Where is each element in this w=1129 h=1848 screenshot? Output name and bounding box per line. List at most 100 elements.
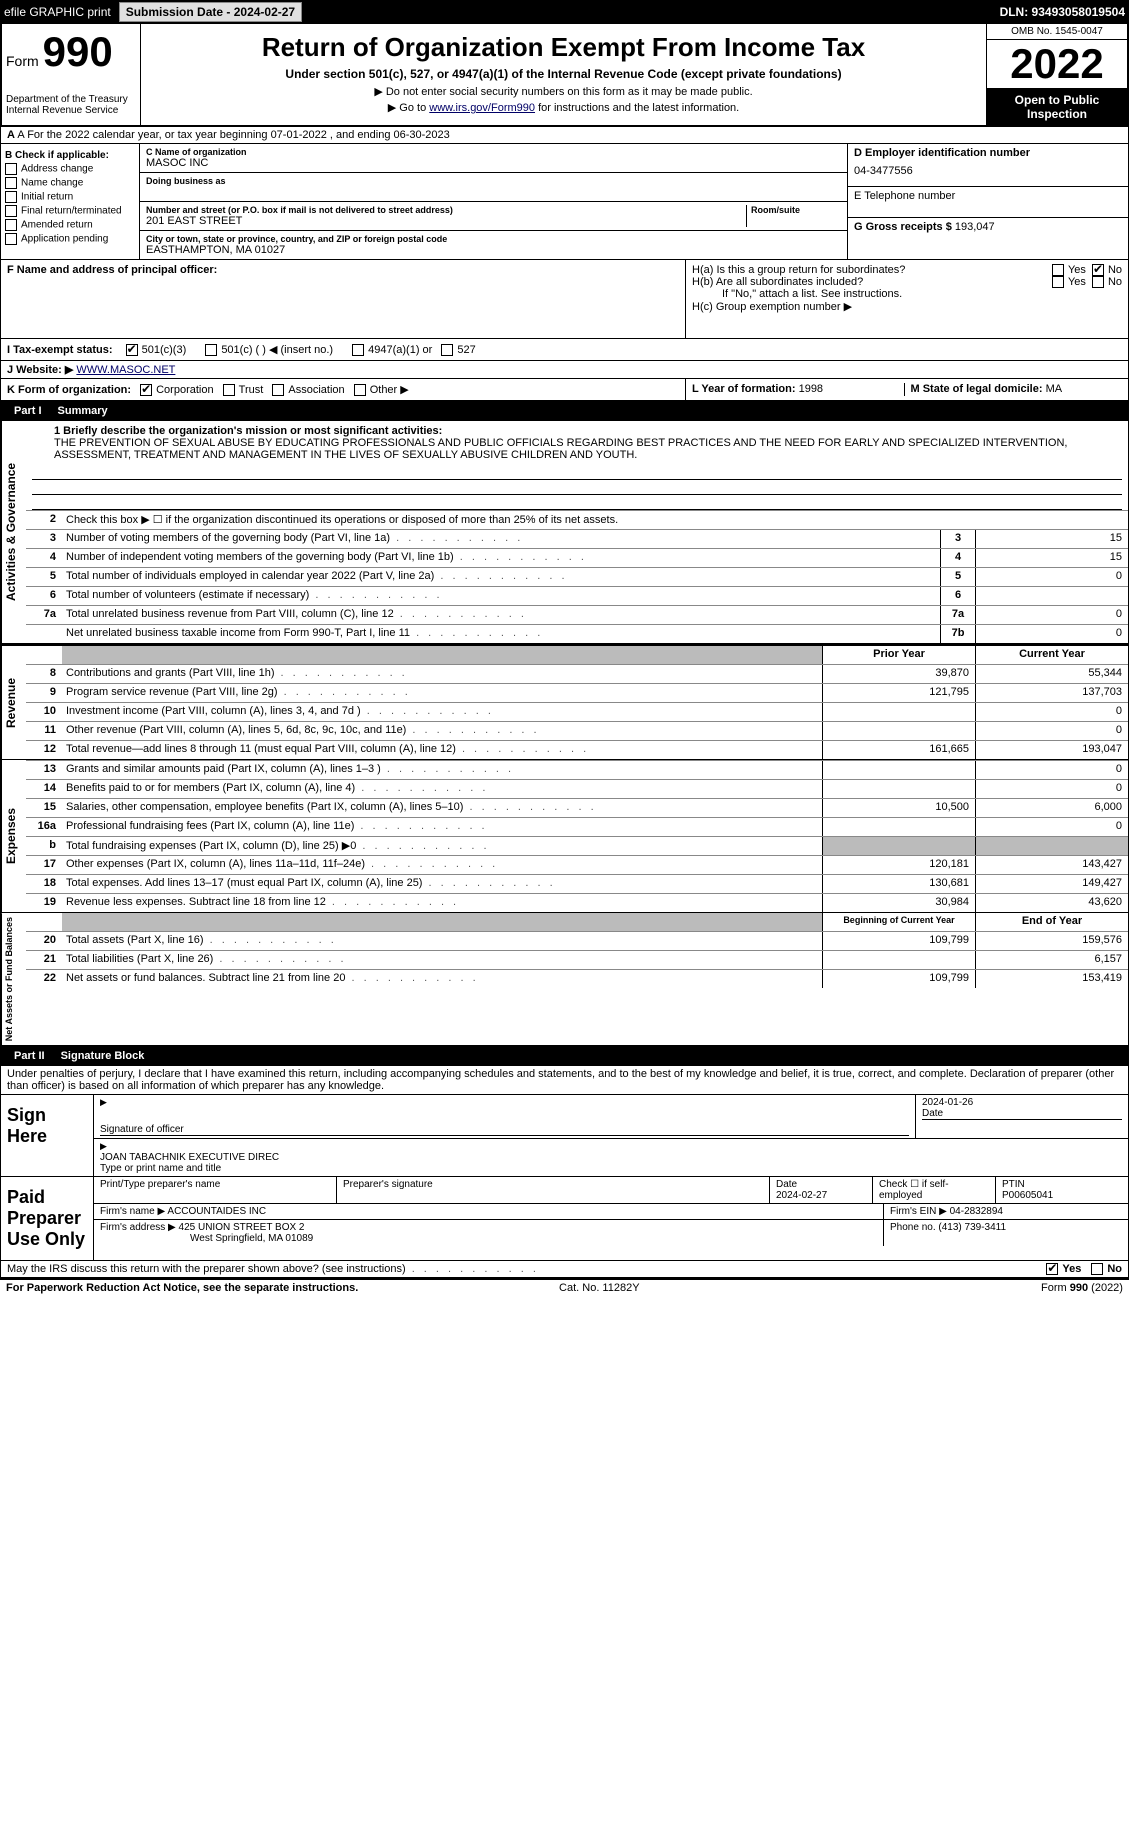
line-text: Total revenue—add lines 8 through 11 (mu… — [62, 741, 822, 759]
line-text: Investment income (Part VIII, column (A)… — [62, 703, 822, 721]
current-year-val: 0 — [975, 761, 1128, 779]
mission-text: THE PREVENTION OF SEXUAL ABUSE BY EDUCAT… — [54, 437, 1100, 461]
line2-text: Check this box ▶ ☐ if the organization d… — [62, 511, 1128, 529]
discuss-no[interactable] — [1091, 1263, 1103, 1275]
preparer-name-hdr: Print/Type preparer's name — [94, 1177, 337, 1203]
sign-here-block: Sign Here Signature of officer 2024-01-2… — [0, 1095, 1129, 1177]
h-b-note: If "No," attach a list. See instructions… — [692, 288, 1122, 300]
line-text: Total unrelated business revenue from Pa… — [62, 606, 940, 624]
year-formation: 1998 — [799, 383, 823, 395]
sec-netassets: Net Assets or Fund Balances Beginning of… — [0, 913, 1129, 1046]
org-name: MASOC INC — [146, 157, 841, 169]
chk-4947[interactable] — [352, 344, 364, 356]
goto-link[interactable]: ▶ Go to www.irs.gov/Form990 for instruct… — [149, 101, 978, 114]
prior-year-val — [822, 837, 975, 855]
line-value: 15 — [975, 530, 1128, 548]
sign-here-label: Sign Here — [1, 1095, 94, 1176]
prior-year-val: 30,984 — [822, 894, 975, 912]
line1-label: 1 Briefly describe the organization's mi… — [54, 425, 442, 437]
firm-addr2: West Springfield, MA 01089 — [190, 1233, 313, 1244]
submission-date-button[interactable]: Submission Date - 2024-02-27 — [119, 2, 302, 22]
hb-yes[interactable] — [1052, 276, 1064, 288]
pra-notice: For Paperwork Reduction Act Notice, see … — [6, 1282, 358, 1294]
hb-no[interactable] — [1092, 276, 1104, 288]
prior-year-val: 10,500 — [822, 799, 975, 817]
paid-preparer-block: Paid Preparer Use Only Print/Type prepar… — [0, 1177, 1129, 1261]
sig-officer-label: Signature of officer — [100, 1124, 909, 1136]
line-value: 15 — [975, 549, 1128, 567]
prior-year-val: 161,665 — [822, 741, 975, 759]
self-employed-chk[interactable]: Check ☐ if self-employed — [873, 1177, 996, 1203]
chk-trust[interactable] — [223, 384, 235, 396]
h-a-label: H(a) Is this a group return for subordin… — [692, 264, 1052, 276]
prior-year-val — [822, 722, 975, 740]
checkbox-initial-return[interactable] — [5, 191, 17, 203]
line-text: Other revenue (Part VIII, column (A), li… — [62, 722, 822, 740]
line-text: Grants and similar amounts paid (Part IX… — [62, 761, 822, 779]
form-header: Form 990 Department of the Treasury Inte… — [0, 24, 1129, 127]
current-year-val: 159,576 — [975, 932, 1128, 950]
current-year-val: 153,419 — [975, 970, 1128, 988]
line-box: 6 — [940, 587, 975, 605]
efile-topbar: efile GRAPHIC print Submission Date - 20… — [0, 0, 1129, 24]
checkbox-amended[interactable] — [5, 219, 17, 231]
chk-501c3[interactable] — [126, 344, 138, 356]
line-box: 7a — [940, 606, 975, 624]
current-year-val: 6,157 — [975, 951, 1128, 969]
line-text: Net unrelated business taxable income fr… — [62, 625, 940, 643]
checkbox-app-pending[interactable] — [5, 233, 17, 245]
dept-label: Department of the Treasury Internal Reve… — [6, 94, 136, 116]
line-text: Benefits paid to or for members (Part IX… — [62, 780, 822, 798]
ha-no[interactable] — [1092, 264, 1104, 276]
sec-expenses: Expenses 13Grants and similar amounts pa… — [0, 760, 1129, 913]
current-year-val: 193,047 — [975, 741, 1128, 759]
chk-corp[interactable] — [140, 384, 152, 396]
current-year-val: 0 — [975, 703, 1128, 721]
state-domicile: MA — [1046, 383, 1063, 395]
firm-phone: (413) 739-3411 — [938, 1222, 1006, 1233]
line-text: Number of voting members of the governin… — [62, 530, 940, 548]
current-year-val: 0 — [975, 818, 1128, 836]
checkbox-name-change[interactable] — [5, 177, 17, 189]
city-state-zip: EASTHAMPTON, MA 01027 — [146, 244, 841, 256]
checkbox-final-return[interactable] — [5, 205, 17, 217]
chk-other[interactable] — [354, 384, 366, 396]
prior-year-val — [822, 703, 975, 721]
line-text: Total number of volunteers (estimate if … — [62, 587, 940, 605]
chk-assoc[interactable] — [272, 384, 284, 396]
col-b-checkboxes: B Check if applicable: Address change Na… — [1, 144, 140, 259]
prior-year-val — [822, 818, 975, 836]
prior-year-val: 120,181 — [822, 856, 975, 874]
col-c-org-info: C Name of organization MASOC INC Doing b… — [140, 144, 847, 259]
discuss-yes[interactable] — [1046, 1263, 1058, 1275]
current-year-val: 6,000 — [975, 799, 1128, 817]
current-year-val: 55,344 — [975, 665, 1128, 683]
line-text: Salaries, other compensation, employee b… — [62, 799, 822, 817]
col-prior-year: Prior Year — [822, 646, 975, 664]
line-text: Other expenses (Part IX, column (A), lin… — [62, 856, 822, 874]
chk-501c[interactable] — [205, 344, 217, 356]
gross-receipts: 193,047 — [955, 221, 995, 233]
current-year-val — [975, 837, 1128, 855]
side-label-governance: Activities & Governance — [1, 421, 26, 643]
website-link[interactable]: WWW.MASOC.NET — [76, 364, 175, 376]
cat-number: Cat. No. 11282Y — [559, 1282, 640, 1294]
checkbox-address-change[interactable] — [5, 163, 17, 175]
side-label-revenue: Revenue — [1, 646, 26, 759]
line-value — [975, 587, 1128, 605]
sign-date: 2024-01-26 — [922, 1097, 1122, 1108]
prior-year-val — [822, 780, 975, 798]
line-box: 4 — [940, 549, 975, 567]
prior-year-val: 130,681 — [822, 875, 975, 893]
line-text: Professional fundraising fees (Part IX, … — [62, 818, 822, 836]
sec-revenue: Revenue Prior Year Current Year 8Contrib… — [0, 644, 1129, 760]
firm-addr1: 425 UNION STREET BOX 2 — [179, 1222, 305, 1233]
ha-yes[interactable] — [1052, 264, 1064, 276]
line-text: Revenue less expenses. Subtract line 18 … — [62, 894, 822, 912]
line-text: Total fundraising expenses (Part IX, col… — [62, 837, 822, 855]
part1-header: Part I Summary — [0, 401, 1129, 421]
open-public-badge: Open to Public Inspection — [987, 89, 1127, 125]
part2-header: Part II Signature Block — [0, 1046, 1129, 1066]
line-text: Total liabilities (Part X, line 26) — [62, 951, 822, 969]
chk-527[interactable] — [441, 344, 453, 356]
